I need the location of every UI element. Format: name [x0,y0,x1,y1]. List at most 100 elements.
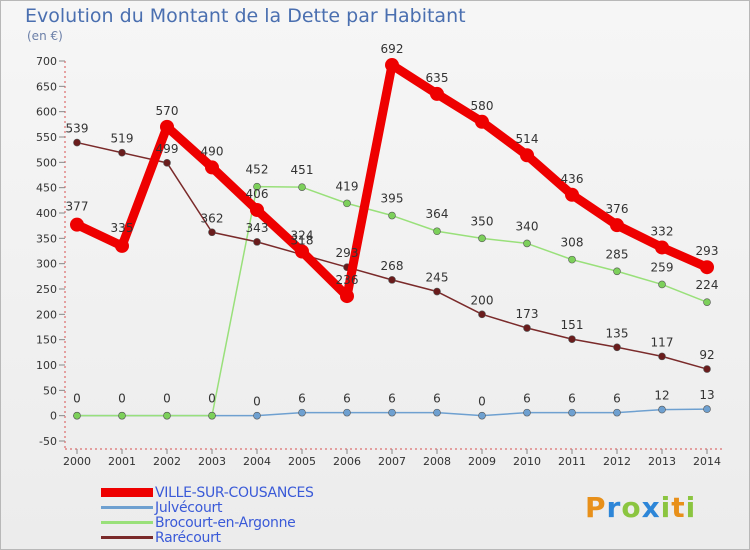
data-label: 340 [516,219,539,233]
data-label: 224 [696,278,719,292]
data-label: 324 [291,229,314,243]
data-label: 308 [561,236,584,250]
data-label: 490 [201,144,224,158]
data-label: 117 [651,335,674,349]
data-label: 0 [163,392,171,406]
data-label: 259 [651,260,674,274]
y-tick-label: 200 [36,308,57,321]
data-point [430,86,444,101]
data-label: 6 [613,392,621,406]
legend-item-rarecourt[interactable]: Rarécourt [101,529,314,546]
data-label: 200 [471,293,494,307]
data-point [475,114,489,129]
data-label: 0 [73,392,81,406]
y-tick-label: 150 [36,334,57,347]
legend-label: Rarécourt [155,529,221,546]
y-tick-label: 650 [36,80,57,93]
data-point [478,234,486,243]
data-point [658,405,666,414]
data-label: 377 [66,200,89,214]
y-tick-label: 400 [36,207,57,220]
data-label: 6 [523,392,531,406]
x-tick-label: 2006 [333,455,361,468]
chart-subtitle: (en €) [27,29,63,43]
legend-swatch [101,488,153,497]
data-point [613,343,621,352]
data-label: 0 [208,392,216,406]
legend-item-ville-sur-cousances[interactable]: VILLE-SUR-COUSANCES [101,485,314,501]
data-point [565,187,579,202]
data-point [433,227,441,236]
data-point [568,255,576,264]
data-label: 570 [156,104,179,118]
data-point [343,408,351,417]
data-label: 406 [246,187,269,201]
data-label: 293 [336,246,359,260]
data-point [163,159,171,167]
data-point [658,352,666,361]
data-label: 362 [201,211,224,225]
data-point [523,239,531,248]
data-label: 692 [381,42,404,56]
data-label: 376 [606,202,629,216]
data-label: 419 [336,179,359,193]
y-tick-label: 550 [36,131,57,144]
x-tick-label: 2011 [558,455,586,468]
data-label: 395 [381,192,404,206]
data-point [478,411,486,420]
data-point [73,411,81,420]
proxiti-logo: Proxiti [585,491,697,524]
data-point [205,160,219,175]
data-label: 0 [253,395,261,409]
data-label: 539 [66,122,89,136]
data-point [523,324,531,332]
data-point [388,408,396,417]
y-tick-label: 450 [36,182,57,195]
data-point [388,276,396,284]
data-point [568,408,576,417]
data-point [520,148,534,163]
x-tick-label: 2009 [468,455,496,468]
data-label: 519 [111,132,134,146]
data-label: 318 [291,234,314,248]
x-tick-label: 2001 [108,455,136,468]
data-label: 6 [388,392,396,406]
data-label: 293 [696,244,719,258]
x-tick-label: 2004 [243,455,271,468]
data-label: 335 [111,221,134,235]
data-label: 6 [568,392,576,406]
legend-item-brocourt-en-argonne[interactable]: Brocourt-en-Argonne [101,515,314,531]
data-label: 452 [246,163,269,177]
data-label: 436 [561,172,584,186]
data-label: 12 [654,389,669,403]
data-point [478,310,486,319]
data-label: 173 [516,307,539,321]
data-label: 268 [381,259,404,273]
x-tick-label: 2013 [648,455,676,468]
data-label: 635 [426,71,449,85]
data-label: 13 [699,388,714,402]
data-point [385,58,399,73]
data-label: 364 [426,207,449,221]
data-label: 499 [156,142,179,156]
data-point [208,228,216,237]
data-point [433,287,441,296]
data-point [610,218,624,233]
legend: VILLE-SUR-COUSANCES Julvécourt Brocourt-… [101,485,314,546]
data-point [298,408,306,417]
data-label: 350 [471,214,494,228]
data-point [613,408,621,417]
data-point [118,148,126,157]
data-point [340,289,354,304]
data-point [703,405,711,413]
y-tick-label: 0 [50,410,57,423]
data-point [253,411,261,420]
legend-item-julvecourt[interactable]: Julvécourt [101,499,314,516]
data-point [700,260,714,275]
x-tick-label: 2008 [423,455,451,468]
legend-swatch [101,521,153,524]
legend-label: Julvécourt [155,499,223,516]
x-tick-label: 2012 [603,455,631,468]
